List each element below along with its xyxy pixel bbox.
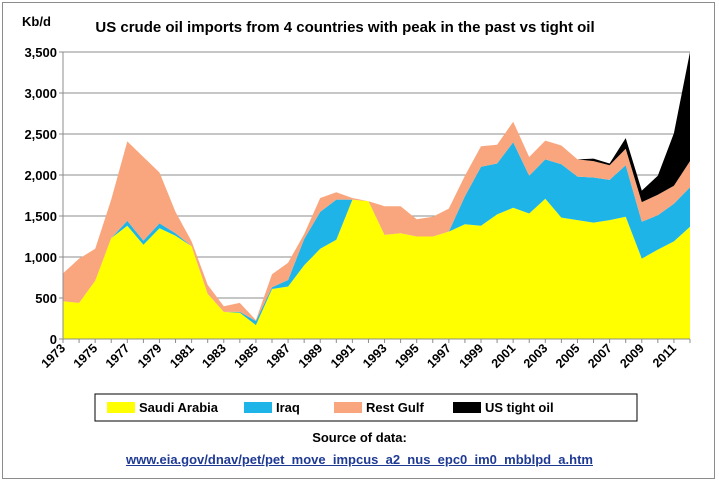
y-tick-label: 2,500 — [24, 127, 57, 142]
x-tick-label: 2001 — [489, 341, 519, 371]
area-saudi-arabia — [63, 198, 690, 339]
x-tick-label: 1973 — [39, 341, 69, 371]
source-url-link[interactable]: www.eia.gov/dnav/pet/pet_move_impcus_a2_… — [126, 452, 593, 467]
legend-label-saudi-arabia: Saudi Arabia — [139, 400, 219, 415]
x-tick-label: 1981 — [167, 341, 197, 371]
x-tick-label: 2005 — [553, 341, 583, 371]
x-tick-label: 1995 — [392, 341, 422, 371]
x-tick-label: 1993 — [360, 341, 390, 371]
legend-label-rest-gulf: Rest Gulf — [366, 400, 424, 415]
x-tick-label: 1975 — [71, 341, 101, 371]
x-tick-label: 1987 — [264, 341, 294, 371]
area-iraq — [63, 142, 690, 326]
x-tick-label: 1997 — [424, 341, 454, 371]
legend-label-iraq: Iraq — [276, 400, 300, 415]
x-tick-label: 1991 — [328, 341, 358, 371]
y-tick-label: 2,000 — [24, 168, 57, 183]
chart-title: US crude oil imports from 4 countries wi… — [95, 19, 594, 36]
legend-swatch-rest-gulf — [334, 402, 362, 413]
legend-box — [94, 393, 638, 422]
legend-swatch-saudi-arabia — [107, 402, 135, 413]
x-tick-label: 2009 — [617, 341, 647, 371]
y-tick-label: 3,000 — [24, 86, 57, 101]
x-tick-label: 1989 — [296, 341, 326, 371]
y-axis-label: Kb/d — [22, 14, 51, 29]
source-title: Source of data: — [312, 430, 407, 445]
legend-swatch-us-tight-oil — [453, 402, 481, 413]
y-tick-label: 3,500 — [24, 45, 57, 60]
x-tick-label: 1983 — [199, 341, 229, 371]
legend-swatch-iraq — [244, 402, 272, 413]
y-tick-label: 500 — [35, 291, 57, 306]
x-tick-label: 2007 — [585, 341, 615, 371]
legend-label-us-tight-oil: US tight oil — [485, 400, 554, 415]
x-tick-label: 1979 — [135, 341, 165, 371]
y-tick-label: 0 — [50, 332, 57, 347]
x-tick-label: 1977 — [103, 341, 133, 371]
y-tick-label: 1,500 — [24, 209, 57, 224]
x-tick-label: 1999 — [457, 341, 487, 371]
x-tick-label: 1985 — [231, 341, 261, 371]
area-rest-gulf — [63, 121, 690, 321]
y-tick-label: 1,000 — [24, 250, 57, 265]
x-tick-label: 2003 — [521, 341, 551, 371]
x-tick-label: 2011 — [650, 341, 679, 370]
